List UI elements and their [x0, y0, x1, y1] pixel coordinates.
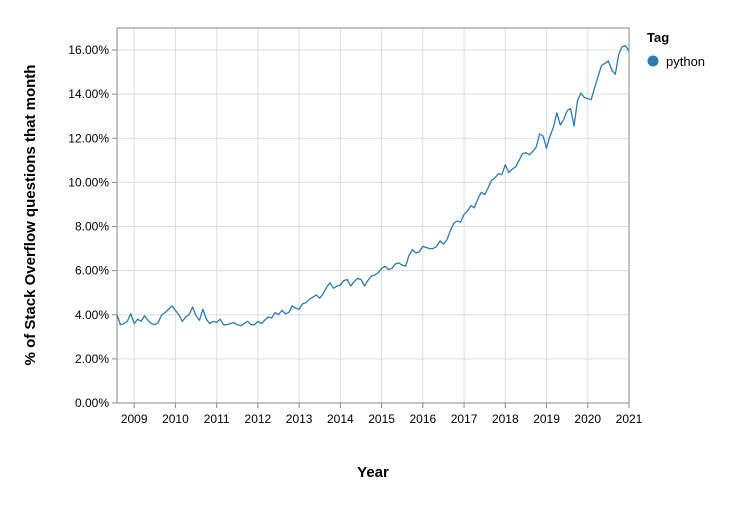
- y-axis-title: % of Stack Overflow questions that month: [22, 65, 39, 366]
- y-axis: 0.00% 2.00% 4.00% 6.00% 8.00% 10.00% 12.00% 14.…: [68, 43, 117, 410]
- x-tick-label: 2017: [451, 412, 478, 426]
- x-tick-label: 2016: [409, 412, 436, 426]
- x-tick-label: 2019: [533, 412, 560, 426]
- legend-label: python: [666, 54, 705, 69]
- x-tick-label: 2015: [368, 412, 395, 426]
- x-tick-label: 2010: [162, 412, 189, 426]
- y-tick-label: 16.00%: [68, 43, 109, 57]
- x-axis-title: Year: [357, 464, 389, 481]
- plot-frame: [116, 27, 630, 404]
- gridlines: [117, 28, 630, 404]
- series-line-python: [116, 45, 630, 327]
- x-tick-label: 2013: [286, 412, 313, 426]
- x-tick-label: 2011: [204, 412, 230, 426]
- y-tick-label: 8.00%: [75, 220, 109, 234]
- x-tick-label: 2020: [574, 412, 601, 426]
- x-tick-label: 2009: [121, 412, 148, 426]
- y-tick-label: 12.00%: [68, 131, 109, 145]
- legend-title: Tag: [647, 30, 669, 45]
- x-axis: 2009 2010 2011 2012 2013 2014 2015 2016 2017 2018…: [121, 403, 643, 426]
- y-tick-label: 0.00%: [75, 396, 109, 410]
- legend: Tag python: [647, 30, 705, 69]
- y-tick-label: 14.00%: [68, 87, 109, 101]
- legend-items: python: [647, 54, 705, 69]
- x-tick-label: 2021: [616, 412, 643, 426]
- y-tick-label: 4.00%: [75, 308, 109, 322]
- y-tick-label: 6.00%: [75, 264, 109, 278]
- y-tick-label: 10.00%: [68, 175, 109, 189]
- x-tick-label: 2018: [492, 412, 519, 426]
- y-tick-label: 2.00%: [75, 352, 109, 366]
- series-layer: [116, 45, 630, 327]
- x-tick-label: 2012: [245, 412, 272, 426]
- x-tick-label: 2014: [327, 412, 354, 426]
- legend-symbol: [647, 55, 659, 67]
